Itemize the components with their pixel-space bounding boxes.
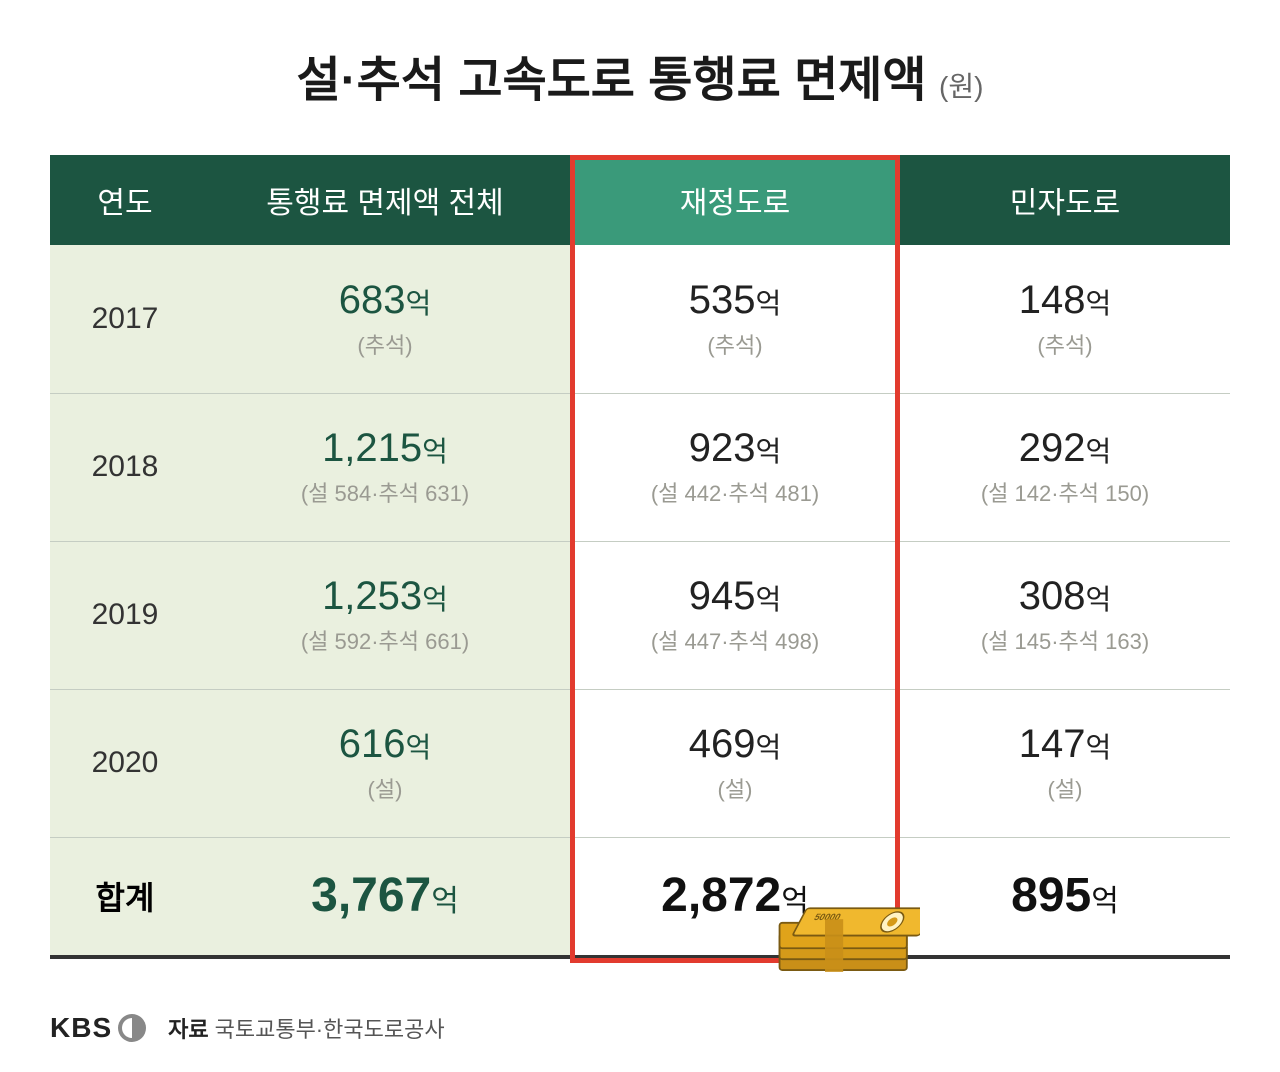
source-value: 국토교통부·한국도로공사: [215, 1017, 445, 1042]
table-cell: 923억 (설 442·추석 481): [570, 393, 900, 541]
cell-value: 2,872억: [578, 870, 892, 923]
cell-value: 292억: [908, 426, 1222, 470]
table-cell: 3,767억: [200, 837, 570, 957]
year-cell: 2020: [50, 689, 200, 837]
toll-table: 연도 통행료 면제액 전체 재정도로 민자도로 2017683억(추석)535억…: [50, 155, 1230, 959]
table-cell: 1,253억 (설 592·추석 661): [200, 541, 570, 689]
year-cell: 2018: [50, 393, 200, 541]
cell-sub: (설 584·추석 631): [208, 476, 562, 508]
cell-value: 3,767억: [208, 870, 562, 923]
sum-label: 합계: [50, 837, 200, 957]
cell-value: 895억: [908, 870, 1222, 923]
table-cell: 945억 (설 447·추석 498): [570, 541, 900, 689]
table-cell: 616억 (설): [200, 689, 570, 837]
table-cell: 308억 (설 145·추석 163): [900, 541, 1230, 689]
cell-value: 308억: [908, 574, 1222, 618]
cell-value: 1,253억: [208, 574, 562, 618]
sum-row: 합계3,767억 2,872억 895억: [50, 837, 1230, 957]
cell-value: 923억: [578, 426, 892, 470]
kbs-logo-text: KBS: [50, 1012, 112, 1044]
cell-sub: (추석): [578, 328, 892, 360]
table-cell: 469억 (설): [570, 689, 900, 837]
cell-value: 147억: [908, 722, 1222, 766]
cell-value: 148억: [908, 278, 1222, 322]
cell-value: 469억: [578, 722, 892, 766]
table-row: 20191,253억 (설 592·추석 661) 945억 (설 447·추석 49…: [50, 541, 1230, 689]
cell-sub: (추석): [208, 328, 562, 360]
cell-sub: (설): [578, 772, 892, 804]
cell-value: 945억: [578, 574, 892, 618]
kbs-logo: KBS: [50, 1012, 146, 1044]
table-cell: 683억 (추석): [200, 245, 570, 393]
footer: KBS 자료 국토교통부·한국도로공사: [50, 1012, 445, 1044]
year-cell: 2017: [50, 245, 200, 393]
table-row: 20181,215억 (설 584·추석 631) 923억 (설 442·추석 48…: [50, 393, 1230, 541]
cell-sub: (추석): [908, 328, 1222, 360]
table-cell: 148억 (추석): [900, 245, 1230, 393]
table-row: 2020616억 (설) 469억 (설) 147억 (설): [50, 689, 1230, 837]
cell-sub: (설): [208, 772, 562, 804]
cell-sub: (설 442·추석 481): [578, 476, 892, 508]
table-cell: 1,215억 (설 584·추석 631): [200, 393, 570, 541]
cell-sub: (설 592·추석 661): [208, 624, 562, 656]
table-cell: 147억 (설): [900, 689, 1230, 837]
col-total: 통행료 면제액 전체: [200, 155, 570, 245]
table-wrap: 연도 통행료 면제액 전체 재정도로 민자도로 2017683억(추석)535억…: [50, 155, 1230, 959]
table-cell: 292억 (설 142·추석 150): [900, 393, 1230, 541]
cell-sub: (설 447·추석 498): [578, 624, 892, 656]
cell-value: 1,215억: [208, 426, 562, 470]
kbs-logo-icon: [118, 1014, 146, 1042]
cell-value: 683억: [208, 278, 562, 322]
infographic-container: 설·추석 고속도로 통행료 면제액 (원) 연도 통행료 면제액 전체 재정도로…: [0, 0, 1280, 959]
header-row: 연도 통행료 면제액 전체 재정도로 민자도로: [50, 155, 1230, 245]
table-cell: 895억: [900, 837, 1230, 957]
cell-sub: (설): [908, 772, 1222, 804]
cell-value: 535억: [578, 278, 892, 322]
table-cell: 2,872억: [570, 837, 900, 957]
page-title: 설·추석 고속도로 통행료 면제액: [297, 54, 927, 107]
col-priv: 민자도로: [900, 155, 1230, 245]
cell-sub: (설 145·추석 163): [908, 624, 1222, 656]
cell-sub: (설 142·추석 150): [908, 476, 1222, 508]
source-text: 자료 국토교통부·한국도로공사: [168, 1012, 444, 1044]
title-unit: (원): [939, 71, 983, 102]
table-cell: 535억 (추석): [570, 245, 900, 393]
col-gov: 재정도로: [570, 155, 900, 245]
title-block: 설·추석 고속도로 통행료 면제액 (원): [50, 40, 1230, 110]
cell-value: 616억: [208, 722, 562, 766]
col-year: 연도: [50, 155, 200, 245]
source-label: 자료: [168, 1017, 208, 1042]
table-row: 2017683억 (추석) 535억 (추석) 148억 (추석): [50, 245, 1230, 393]
year-cell: 2019: [50, 541, 200, 689]
